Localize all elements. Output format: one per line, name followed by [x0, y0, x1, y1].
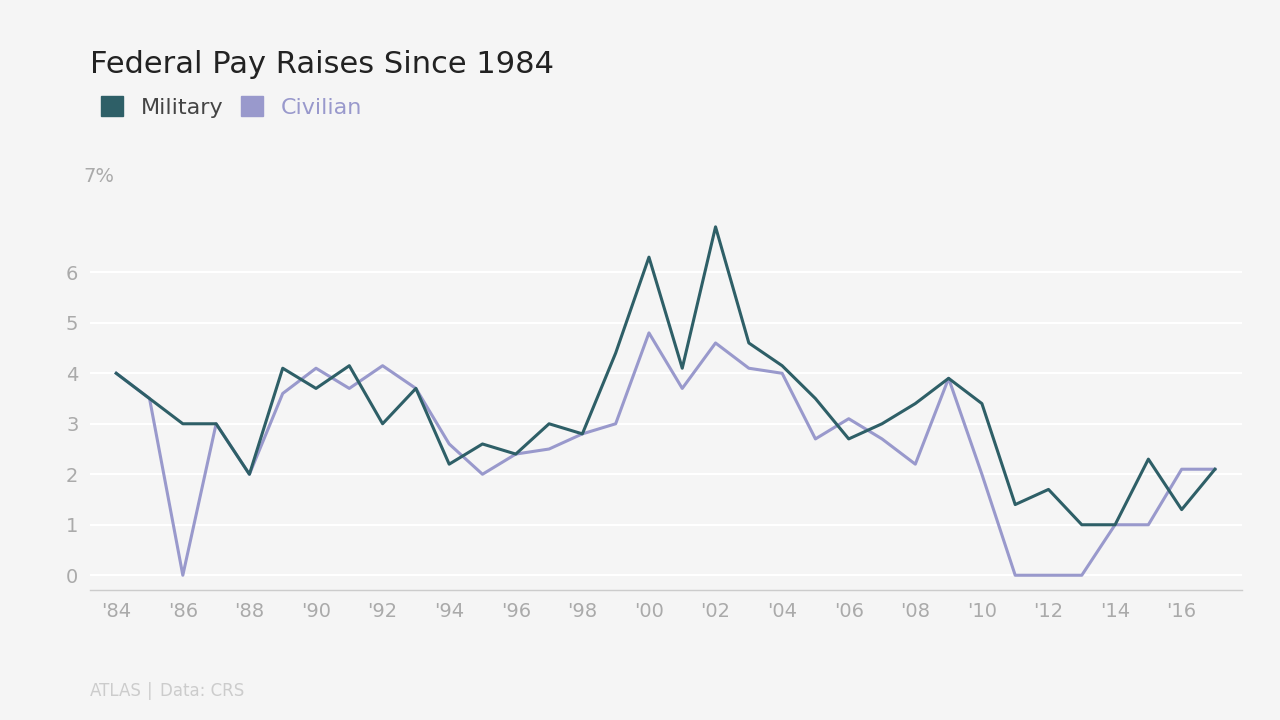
Text: |: |	[147, 683, 152, 700]
Text: 7%: 7%	[84, 167, 115, 186]
Text: Federal Pay Raises Since 1984: Federal Pay Raises Since 1984	[90, 50, 554, 79]
Text: ATLAS: ATLAS	[90, 683, 142, 700]
Legend: Military, Civilian: Military, Civilian	[101, 96, 362, 117]
Text: Data: CRS: Data: CRS	[160, 683, 244, 700]
